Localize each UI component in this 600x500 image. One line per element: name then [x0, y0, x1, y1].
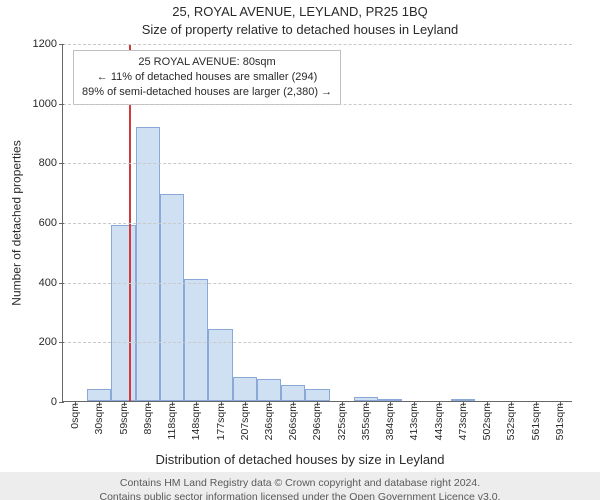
bar [208, 329, 232, 401]
bar [281, 385, 305, 401]
x-tick-label: 355sqm [360, 401, 372, 440]
y-tick-label: 400 [39, 277, 63, 289]
footer-line-1: Contains HM Land Registry data © Crown c… [0, 476, 600, 490]
main-title: 25, ROYAL AVENUE, LEYLAND, PR25 1BQ [0, 4, 600, 19]
x-tick-label: 236sqm [263, 401, 275, 440]
x-tick-label: 413sqm [408, 401, 420, 440]
x-tick-label: 384sqm [384, 401, 396, 440]
footer-line-2: Contains public sector information licen… [0, 490, 600, 500]
bar [160, 194, 184, 401]
gridline [63, 44, 572, 45]
x-tick-label: 118sqm [166, 401, 178, 440]
bar [87, 389, 111, 401]
x-tick-label: 30sqm [93, 401, 105, 435]
y-axis-label-text: Number of detached properties [10, 140, 24, 305]
info-line-1: 25 ROYAL AVENUE: 80sqm [82, 55, 332, 70]
x-axis-title: Distribution of detached houses by size … [0, 452, 600, 467]
y-tick-label: 600 [39, 217, 63, 229]
bar [184, 279, 208, 401]
x-tick-label: 296sqm [311, 401, 323, 440]
y-tick-label: 1200 [33, 38, 63, 50]
chart-container: 25, ROYAL AVENUE, LEYLAND, PR25 1BQ Size… [0, 0, 600, 500]
y-axis-label: Number of detached properties [10, 44, 24, 402]
x-tick-label: 148sqm [190, 401, 202, 440]
bar [305, 389, 329, 401]
gridline [63, 223, 572, 224]
gridline [63, 104, 572, 105]
info-line-2: ← 11% of detached houses are smaller (29… [82, 70, 332, 85]
y-tick-label: 0 [51, 396, 63, 408]
x-tick-label: 532sqm [505, 401, 517, 440]
x-tick-label: 591sqm [554, 401, 566, 440]
info-line-3: 89% of semi-detached houses are larger (… [82, 85, 332, 100]
x-tick-label: 177sqm [215, 401, 227, 440]
x-tick-label: 207sqm [239, 401, 251, 440]
x-tick-label: 266sqm [287, 401, 299, 440]
x-tick-label: 325sqm [336, 401, 348, 440]
x-tick-label: 473sqm [457, 401, 469, 440]
plot-area: 0sqm30sqm59sqm89sqm118sqm148sqm177sqm207… [62, 44, 572, 402]
gridline [63, 163, 572, 164]
bar [136, 127, 160, 401]
x-tick-label: 561sqm [530, 401, 542, 440]
x-tick-label: 443sqm [433, 401, 445, 440]
x-tick-label: 59sqm [118, 401, 130, 435]
y-tick-label: 1000 [33, 98, 63, 110]
gridline [63, 342, 572, 343]
gridline [63, 283, 572, 284]
sub-title: Size of property relative to detached ho… [0, 22, 600, 37]
y-tick-label: 800 [39, 157, 63, 169]
x-tick-label: 502sqm [481, 401, 493, 440]
bar [233, 377, 257, 401]
x-tick-label: 0sqm [69, 401, 81, 429]
bar [111, 225, 135, 401]
info-box: 25 ROYAL AVENUE: 80sqm ← 11% of detached… [73, 50, 341, 105]
bar [257, 379, 281, 401]
y-tick-label: 200 [39, 336, 63, 348]
footer: Contains HM Land Registry data © Crown c… [0, 472, 600, 500]
x-tick-label: 89sqm [142, 401, 154, 435]
